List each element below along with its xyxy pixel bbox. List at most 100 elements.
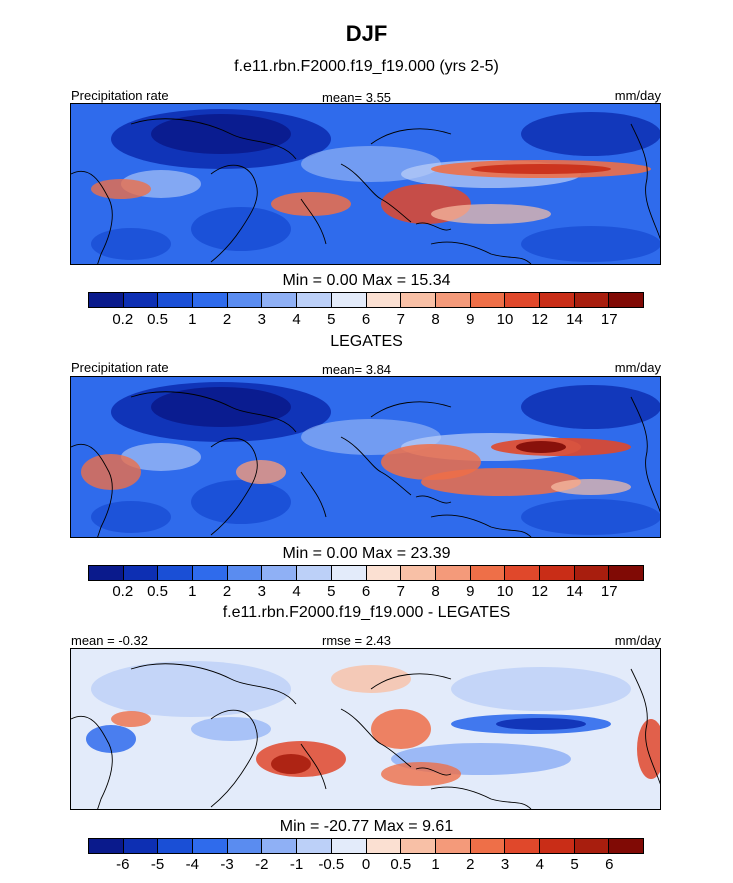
colorbar-tick-label: -6 bbox=[116, 856, 130, 873]
colorbar-swatch bbox=[193, 566, 228, 580]
panel2-map-svg bbox=[71, 377, 660, 537]
coastline bbox=[300, 471, 327, 518]
colorbar-tick-label: 12 bbox=[531, 583, 549, 600]
colorbar-swatch bbox=[609, 293, 643, 307]
coastline bbox=[130, 391, 297, 433]
colorbar-swatch bbox=[470, 566, 506, 580]
colorbar-swatch bbox=[89, 293, 124, 307]
colorbar-swatch bbox=[331, 566, 367, 580]
colorbar-swatch bbox=[297, 839, 332, 853]
colorbar-tick-label: 3 bbox=[500, 856, 510, 873]
panel2-title: LEGATES bbox=[330, 333, 403, 350]
colorbar-tick-label: 2 bbox=[466, 856, 475, 873]
colorbar-swatch bbox=[609, 566, 643, 580]
colorbar-swatch bbox=[331, 839, 367, 853]
field-dry-region bbox=[521, 226, 660, 262]
colorbar-tick-label: -2 bbox=[255, 856, 269, 873]
coastline bbox=[415, 222, 452, 231]
coastline bbox=[210, 437, 258, 536]
panel2-colorbar-ticks: 0.2 0.5 1 2 3 4 5 6 7 8 9 10 12 14 17 bbox=[88, 583, 644, 601]
field-anomaly bbox=[371, 709, 431, 749]
panel1-map bbox=[70, 103, 661, 265]
coastline bbox=[415, 495, 452, 504]
colorbar-swatch bbox=[89, 839, 124, 853]
colorbar-swatch bbox=[574, 566, 610, 580]
colorbar-swatch bbox=[366, 293, 402, 307]
colorbar-swatch bbox=[401, 293, 436, 307]
figure-title: DJF bbox=[345, 21, 388, 46]
colorbar-tick-label: 4 bbox=[535, 856, 544, 873]
panel1-minmax: Min = 0.00 Max = 15.34 bbox=[282, 272, 451, 289]
coastline bbox=[210, 164, 258, 263]
coastline bbox=[340, 708, 412, 768]
panel3-title: f.e11.rbn.F2000.f19_f19.000 - LEGATES bbox=[222, 604, 511, 621]
coastline bbox=[71, 444, 113, 537]
coastline bbox=[210, 709, 258, 808]
colorbar-swatch bbox=[262, 293, 298, 307]
colorbar-swatch bbox=[158, 839, 194, 853]
colorbar-swatch bbox=[435, 839, 471, 853]
colorbar-tick-label: 9 bbox=[466, 583, 475, 600]
colorbar-swatch bbox=[227, 293, 263, 307]
colorbar-tick-label: 5 bbox=[327, 583, 336, 600]
panel1-colorbar bbox=[88, 292, 644, 308]
panel1-left-label: Precipitation rate bbox=[71, 88, 169, 103]
colorbar-swatch bbox=[297, 293, 332, 307]
colorbar-swatch bbox=[227, 839, 263, 853]
coastline bbox=[370, 401, 452, 418]
colorbar-tick-label: 4 bbox=[292, 311, 301, 328]
coastline bbox=[130, 663, 297, 705]
panel2-mean-label: mean= 3.84 bbox=[322, 362, 392, 377]
panel2-units-label: mm/day bbox=[614, 360, 661, 375]
field-anomaly bbox=[111, 711, 151, 727]
colorbar-tick-label: -1 bbox=[289, 856, 304, 873]
colorbar-swatch bbox=[366, 566, 402, 580]
coastline bbox=[630, 668, 660, 785]
coastline bbox=[430, 786, 532, 809]
colorbar-tick-label: 0.5 bbox=[147, 583, 168, 600]
colorbar-swatch bbox=[470, 839, 506, 853]
colorbar-swatch bbox=[158, 293, 194, 307]
colorbar-tick-label: 1 bbox=[188, 311, 197, 328]
colorbar-swatch bbox=[366, 839, 402, 853]
colorbar-tick-label: 9 bbox=[466, 311, 475, 328]
colorbar-swatch bbox=[539, 839, 575, 853]
colorbar-swatch bbox=[123, 566, 159, 580]
colorbar-tick-label: 17 bbox=[600, 311, 618, 328]
colorbar-swatch bbox=[574, 839, 610, 853]
field-wet-region bbox=[91, 179, 151, 199]
colorbar-swatch bbox=[331, 293, 367, 307]
panel3-minmax: Min = -20.77 Max = 9.61 bbox=[279, 818, 454, 835]
colorbar-swatch bbox=[227, 566, 263, 580]
field-wet-region bbox=[431, 204, 551, 224]
field-wet-region bbox=[81, 454, 141, 490]
coastline bbox=[430, 241, 532, 264]
colorbar-tick-label: -5 bbox=[150, 856, 165, 873]
field-anomaly bbox=[496, 718, 586, 730]
field-dry-region bbox=[521, 112, 660, 156]
colorbar-tick-label: 0.5 bbox=[390, 856, 412, 873]
colorbar-tick-label: -0.5 bbox=[318, 856, 345, 873]
field-dry-region bbox=[91, 501, 171, 533]
coastline bbox=[415, 767, 452, 776]
colorbar-tick-label: 6 bbox=[605, 856, 614, 873]
colorbar-swatch bbox=[123, 839, 159, 853]
field-anomaly bbox=[191, 717, 271, 741]
colorbar-tick-label: 10 bbox=[496, 311, 514, 328]
colorbar-tick-label: 2 bbox=[222, 583, 232, 600]
panel3-map bbox=[70, 648, 661, 810]
colorbar-tick-label: 1 bbox=[188, 583, 197, 600]
colorbar-swatch bbox=[539, 293, 575, 307]
field-wet-region bbox=[271, 192, 351, 216]
colorbar-tick-label: 1 bbox=[431, 856, 440, 873]
colorbar-tick-label: -4 bbox=[185, 856, 199, 873]
field-wet-region bbox=[421, 468, 581, 496]
colorbar-tick-label: 0.5 bbox=[147, 311, 168, 328]
colorbar-tick-label: -3 bbox=[220, 856, 234, 873]
field-anomaly bbox=[331, 665, 411, 693]
colorbar-tick-label: 4 bbox=[292, 583, 301, 600]
field-dry-region bbox=[521, 385, 660, 429]
colorbar-swatch bbox=[401, 839, 436, 853]
colorbar-tick-label: 17 bbox=[600, 583, 618, 600]
colorbar-tick-label: 12 bbox=[531, 311, 549, 328]
